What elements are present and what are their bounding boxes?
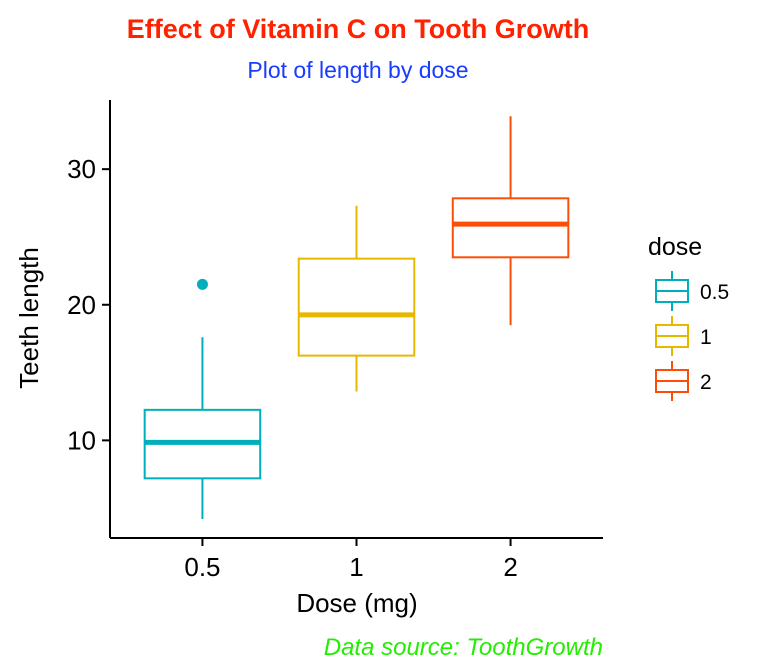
legend-label: 0.5 xyxy=(700,281,729,304)
legend-key-2: 2 xyxy=(655,361,712,401)
y-axis-label: Teeth length xyxy=(14,247,44,389)
chart-title: Effect of Vitamin C on Tooth Growth xyxy=(127,14,589,44)
plot-area xyxy=(143,116,570,520)
box-2 xyxy=(451,116,570,326)
chart-subtitle: Plot of length by dose xyxy=(247,57,468,83)
x-axis-ticks: 0.5 1 2 xyxy=(184,538,518,582)
outlier-point xyxy=(196,278,208,290)
box-iqr xyxy=(451,197,570,259)
x-tick-label: 0.5 xyxy=(184,552,220,582)
legend-key-1: 1 xyxy=(655,316,712,356)
legend-label: 1 xyxy=(700,326,712,349)
x-tick-label: 2 xyxy=(503,552,517,582)
legend-key-0.5: 0.5 xyxy=(655,271,729,311)
box-iqr xyxy=(297,257,416,357)
box-0.5 xyxy=(143,278,262,520)
y-tick-label: 10 xyxy=(67,425,96,455)
x-tick-label: 1 xyxy=(349,552,363,582)
y-axis-ticks: 10 20 30 xyxy=(67,154,110,455)
y-tick-label: 20 xyxy=(67,290,96,320)
legend-keys: 0.5 1 2 xyxy=(655,271,729,401)
legend-title: dose xyxy=(648,233,702,261)
x-axis-label: Dose (mg) xyxy=(296,588,417,618)
y-tick-label: 30 xyxy=(67,154,96,184)
legend: dose 0.5 1 2 xyxy=(648,233,729,401)
legend-label: 2 xyxy=(700,371,712,394)
chart-caption: Data source: ToothGrowth xyxy=(324,634,603,661)
box-1 xyxy=(297,205,416,392)
